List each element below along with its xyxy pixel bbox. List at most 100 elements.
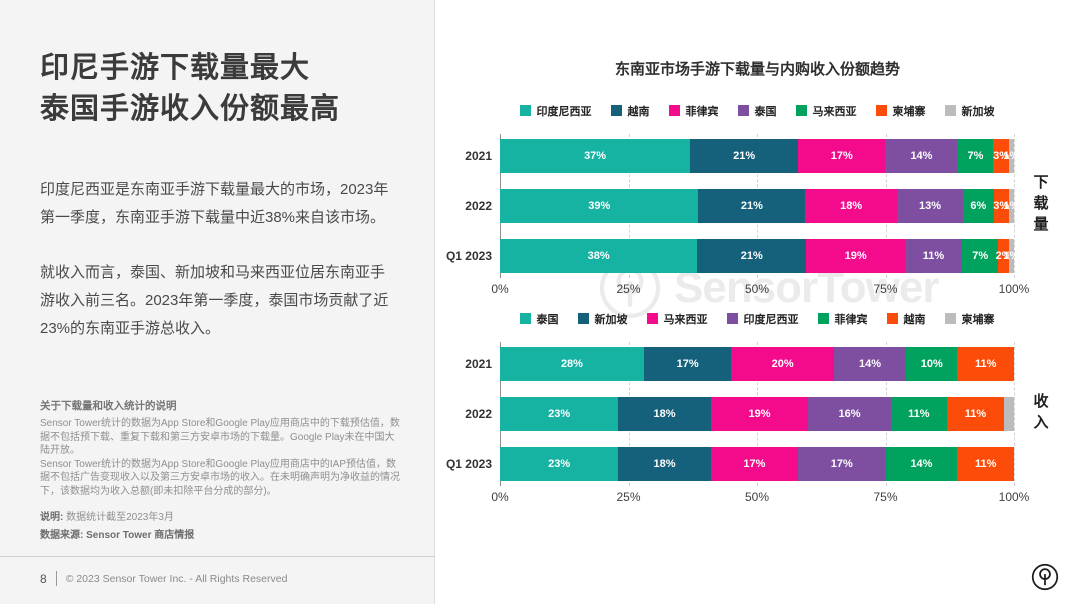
bar-segment: 18% [805, 189, 897, 223]
bar-segment: 18% [618, 447, 711, 481]
segment-label: 3% [993, 150, 1010, 162]
page-title-line1: 印尼手游下载量最大 [40, 52, 311, 84]
bar-segment: 11% [890, 397, 948, 431]
segment-label: 14% [859, 358, 882, 370]
segment-label: 2% [995, 250, 1012, 262]
page-footer: 8 © 2023 Sensor Tower Inc. - All Rights … [40, 571, 287, 586]
downloads-axis-group-label: 下载量 [1033, 174, 1049, 233]
legend-swatch [795, 105, 807, 116]
legend-label: 印度尼西亚 [536, 105, 592, 118]
page-title-line2: 泰国手游收入份额最高 [40, 93, 341, 125]
segment-label: 1% [1003, 150, 1020, 162]
downloads-share-chart: 印度尼西亚 越南 菲律宾 泰国 马来西亚 柬埔寨 新加坡 2021 37% 21% 17% 14% 7%… [446, 103, 1029, 298]
segment-label: 6% [970, 200, 987, 212]
body-paragraph-downloads: 印度尼西亚是东南亚手游下载量最大的市场，2023年第一季度，东南亚手游下载量中近… [40, 181, 389, 226]
legend-item: 越南 [886, 311, 926, 327]
bar-segment: 19% [710, 397, 809, 431]
segment-label: 11% [922, 250, 945, 262]
bar-row: 2022 23% 18% 19% 16% 11% 11% [465, 397, 1014, 431]
row-label: 2022 [465, 407, 492, 421]
segment-label: 11% [974, 358, 997, 370]
segment-label: 17% [830, 458, 853, 470]
legend-swatch [577, 313, 589, 324]
legend-item: 泰国 [519, 311, 559, 327]
bar-row: Q1 2023 38% 21% 19% 11% 7% 2% 1% [446, 239, 1019, 273]
legend-label: 菲律宾 [685, 105, 719, 118]
legend-swatch [726, 313, 738, 324]
methodology-notes: 关于下载量和收入统计的说明 Sensor Tower统计的数据为App Stor… [40, 398, 402, 541]
segment-label: 17% [676, 358, 699, 370]
axis-tick-label: 25% [616, 490, 641, 504]
legend-label: 菲律宾 [834, 313, 868, 326]
segment-label: 10% [920, 358, 943, 370]
legend-item: 菲律宾 [817, 311, 868, 327]
note-label: 说明: [40, 512, 64, 523]
segment-label: 14% [910, 150, 933, 162]
row-label: 2021 [465, 149, 492, 163]
legend-label: 新加坡 [961, 105, 995, 118]
sensor-tower-logo-icon [1031, 563, 1059, 591]
data-source: 数据来源: Sensor Tower 商店情报 [40, 530, 195, 541]
legend-label: 印度尼西亚 [743, 313, 799, 326]
legend-swatch [519, 105, 531, 116]
row-label: Q1 2023 [445, 249, 492, 263]
legend-label: 泰国 [754, 105, 777, 118]
bar-segment: 6% [963, 189, 994, 223]
legend-swatch [817, 313, 829, 324]
left-text-panel: 印尼手游下载量最大 泰国手游收入份额最高 印度尼西亚是东南亚手游下载量最大的市场… [0, 0, 435, 604]
legend-item: 新加坡 [944, 103, 995, 119]
bar-segment: 17% [643, 347, 732, 381]
bar-segment: 37% [500, 139, 691, 173]
legend-label: 越南 [627, 105, 650, 118]
legend-label: 越南 [903, 313, 926, 326]
segment-label: 18% [840, 200, 863, 212]
legend-item: 越南 [610, 103, 650, 119]
bar-segment: 16% [808, 397, 891, 431]
segment-label: 16% [838, 408, 861, 420]
bar-segment: 21% [690, 139, 799, 173]
legend-swatch [668, 105, 680, 116]
bar-segment: 21% [697, 239, 807, 273]
bar-segment: 21% [698, 189, 806, 223]
plot-area: 2021 28% 17% 20% 14% 10% 11% 2022 23% 18% 19% 16% 11… [446, 342, 1015, 486]
bar-segment: 17% [710, 447, 799, 481]
bar-segment: 3% [993, 139, 1010, 173]
legend-label: 柬埔寨 [892, 105, 926, 118]
chart-panel: 东南亚市场手游下载量与内购收入份额趋势 SensorTower 印度尼西亚 越南菲… [435, 0, 1080, 604]
legend-label: 泰国 [536, 313, 559, 326]
legend-label: 马来西亚 [812, 105, 857, 118]
legend-swatch [610, 105, 622, 116]
axis-tick-label: 50% [744, 490, 770, 504]
segment-label: 21% [740, 200, 763, 212]
row-label: 2021 [465, 357, 492, 371]
bar-segment: 14% [885, 139, 958, 173]
legend-swatch [646, 313, 658, 324]
bar-segment: 14% [834, 347, 907, 381]
segment-label: 38% [587, 250, 610, 262]
legend-label: 马来西亚 [663, 313, 708, 326]
bar-segment: 11% [947, 397, 1004, 431]
bar-segment: 11% [957, 347, 1014, 381]
bar-segment: 10% [906, 347, 958, 381]
bar-segment: 39% [500, 189, 699, 223]
legend-item: 马来西亚 [646, 311, 708, 327]
segment-label: 7% [967, 150, 984, 162]
segment-label: 1% [1003, 250, 1020, 262]
revenue-axis-group-label: 收入 [1033, 393, 1049, 431]
segment-label: 11% [964, 408, 987, 420]
body-paragraph-revenue: 就收入而言，泰国、新加坡和马来西亚位居东南亚手游收入前三名。2023年第一季度，… [40, 264, 389, 337]
segment-label: 18% [653, 408, 676, 420]
bar-segment: 20% [731, 347, 835, 381]
segment-label: 19% [844, 250, 867, 262]
legend-item: 柬埔寨 [875, 103, 926, 119]
legend-item: 印度尼西亚 [726, 311, 799, 327]
bar-segment: 3% [993, 189, 1009, 223]
plot-area: 2021 37% 21% 17% 14% 7% 3% 1% 2022 39% 21% 18% 13% 6%… [446, 134, 1019, 278]
legend-swatch [944, 105, 956, 116]
segment-label: 1% [1003, 200, 1020, 212]
bar-row: 2021 37% 21% 17% 14% 7% 3% 1% [465, 139, 1019, 173]
segment-label: 39% [588, 200, 611, 212]
legend-item: 印度尼西亚 [519, 103, 592, 119]
copyright-text: © 2023 Sensor Tower Inc. - All Rights Re… [65, 572, 288, 585]
